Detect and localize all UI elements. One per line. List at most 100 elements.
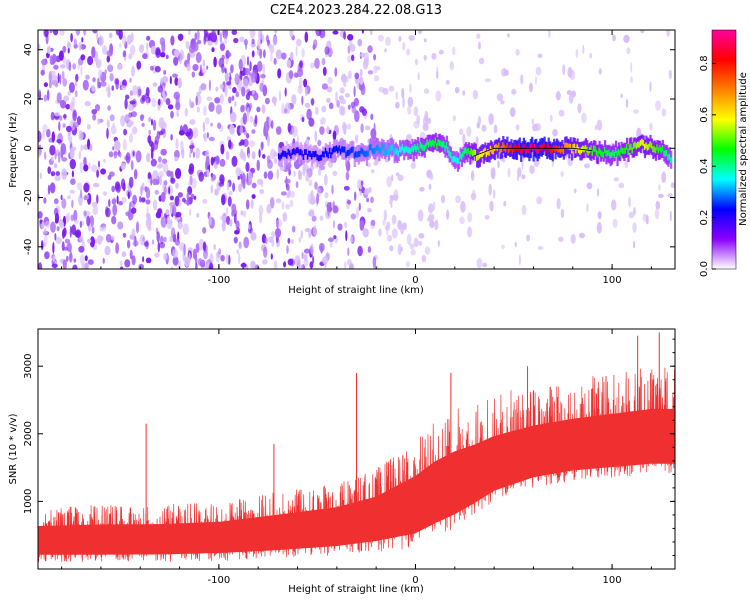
spectrogram-speck <box>258 148 261 158</box>
spectrogram-speck <box>446 209 450 220</box>
ridge-core <box>429 139 432 146</box>
ridge-core <box>524 144 527 151</box>
spectrogram-speck <box>654 208 660 220</box>
spectrogram-speck <box>387 234 393 242</box>
spectrogram-speck <box>509 107 516 118</box>
ridge-core <box>359 150 362 157</box>
spectrogram-speck <box>424 246 431 255</box>
ridge-core <box>320 154 323 161</box>
spectrogram-speck <box>334 67 338 77</box>
spectrogram-speck <box>237 175 240 180</box>
spectrogram-speck <box>116 195 119 205</box>
ridge-core <box>499 147 502 154</box>
ridge-core <box>606 150 609 157</box>
spectrogram-speck <box>122 50 127 58</box>
ridge-core <box>451 156 454 163</box>
spectrogram-speck <box>141 122 145 127</box>
spectrogram-speck <box>275 198 282 204</box>
spectrogram-speck <box>578 232 586 239</box>
spectrogram-speck <box>435 90 442 102</box>
spectrogram-speck <box>170 177 176 184</box>
spectrogram-speck <box>203 132 207 142</box>
spectrogram-speck <box>560 171 564 177</box>
spectrogram-speck <box>97 118 100 125</box>
spectrogram-speck <box>397 174 404 181</box>
spectrogram-speck <box>204 117 210 125</box>
spectrogram-speck <box>240 148 244 160</box>
spectrogram-speck <box>145 217 152 229</box>
spectrogram-speck <box>249 61 252 72</box>
ridge-core <box>532 147 535 154</box>
spectrogram-speck <box>511 88 517 95</box>
spectrogram-speck <box>177 192 183 198</box>
ridge-core <box>478 152 481 159</box>
spectrogram-speck <box>154 252 160 258</box>
spectrogram-speck <box>347 55 352 63</box>
spectrogram-speck <box>249 140 256 148</box>
ridge-core <box>503 144 506 151</box>
spectrogram-speck <box>62 229 65 239</box>
spectrogram-speck <box>300 229 303 239</box>
spectrogram-speck <box>317 167 322 176</box>
spectrogram-speck <box>157 163 164 168</box>
spectrogram-speck <box>489 200 494 212</box>
spectrogram-speck <box>397 243 402 256</box>
spectrogram-speck <box>213 56 217 68</box>
ridge-core <box>621 148 625 155</box>
ridge-core <box>416 143 420 150</box>
spectrogram-speck <box>132 150 135 157</box>
spectrogram-speck <box>67 91 71 96</box>
ridge-core <box>370 144 373 151</box>
spectrogram-speck <box>118 30 123 40</box>
snr-panel: -100 0 100 1000 2000 3000 Height of straight … <box>8 328 676 595</box>
ridge-core <box>471 150 475 157</box>
ridge-core <box>561 146 564 153</box>
spectrogram-speck <box>168 186 171 195</box>
spectrogram-speck <box>70 178 76 185</box>
spectrogram-speck <box>53 163 58 169</box>
spectrogram-speck <box>395 172 400 177</box>
ridge-core <box>518 143 521 150</box>
spectrogram-speck <box>91 109 97 115</box>
spectrogram-speck <box>284 87 287 97</box>
spectrogram-speck <box>91 85 96 92</box>
spectrogram-speck <box>490 167 496 180</box>
spectrogram-speck <box>102 45 108 55</box>
spectrogram-speck <box>61 168 67 180</box>
spectrogram-speck <box>141 44 144 51</box>
spectrogram-speck <box>228 139 232 149</box>
spectrogram-speck <box>244 38 248 46</box>
spectrogram-speck <box>526 234 531 242</box>
ridge-core <box>610 151 614 158</box>
spectrogram-speck <box>71 199 74 209</box>
spectrogram-speck <box>175 138 179 150</box>
spectrogram-speck <box>227 196 232 207</box>
spectrogram-speck <box>196 106 200 113</box>
ridge-core <box>352 146 355 153</box>
ridge-core <box>649 141 652 148</box>
spectrogram-speck <box>321 105 327 113</box>
spectrogram-speck <box>100 235 104 241</box>
spectrogram-speck <box>240 210 244 216</box>
spectrogram-speck <box>633 241 636 249</box>
spectrogram-speck <box>278 90 282 102</box>
spectrogram-speck <box>361 30 364 34</box>
spectrogram-speck <box>97 77 100 89</box>
spectrogram-speck <box>120 85 127 91</box>
spectrogram-speck <box>281 201 285 210</box>
spectrogram-speck <box>160 52 166 58</box>
spectrogram-speck <box>189 98 192 107</box>
spectrogram-speck <box>184 107 188 117</box>
ridge-core <box>579 148 582 155</box>
spectrogram-speck <box>170 134 173 141</box>
spectrogram-speck <box>336 99 340 108</box>
spectrogram-speck <box>145 257 152 264</box>
spectrogram-speck <box>347 70 352 80</box>
spectrogram-speck <box>249 30 256 39</box>
ridge-core <box>657 147 660 154</box>
spectrogram-speck <box>215 86 219 92</box>
ridge-core <box>615 147 618 153</box>
ridge-core <box>456 157 459 164</box>
spectrogram-speck <box>210 122 213 127</box>
ridge-core <box>498 142 501 149</box>
